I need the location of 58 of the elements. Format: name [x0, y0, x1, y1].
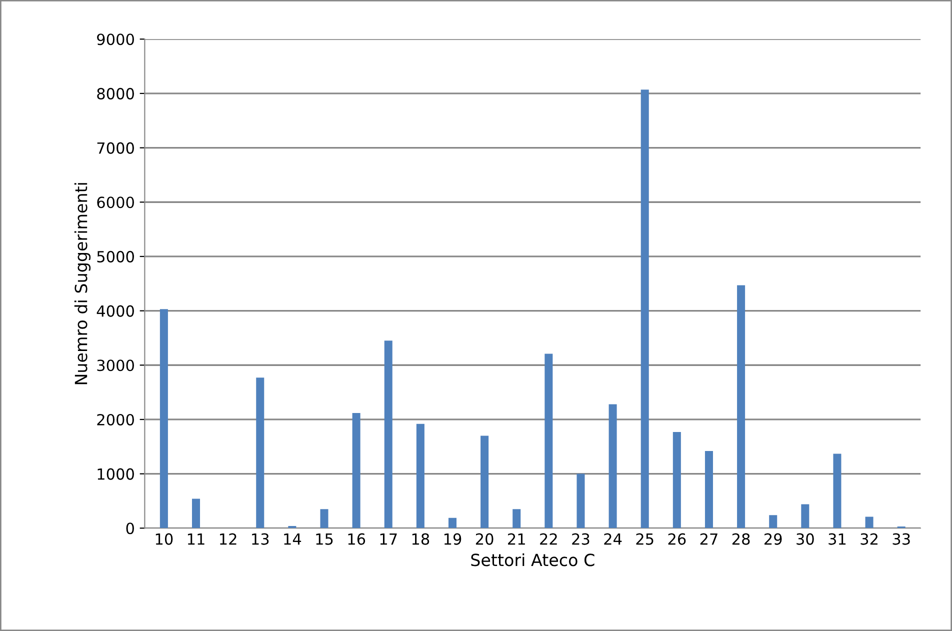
bar: [608, 404, 617, 528]
x-tick-label: 33: [892, 533, 910, 545]
y-axis-title: Nuemro di Suggerimenti: [74, 183, 91, 384]
x-tick-label: 10: [156, 533, 173, 545]
y-tick-label: 0: [126, 522, 134, 534]
x-tick-label: 29: [764, 533, 782, 545]
x-tick-label: 15: [316, 533, 333, 545]
bar: [704, 450, 713, 528]
bar: [576, 474, 585, 528]
y-tick-label: 8000: [97, 88, 134, 100]
x-tick-label: 21: [508, 533, 525, 545]
bar: [512, 509, 521, 528]
bar: [288, 526, 296, 528]
x-tick-label: 12: [220, 533, 236, 545]
bar: [544, 354, 553, 528]
bar: [769, 515, 778, 528]
x-tick-label: 16: [348, 533, 366, 545]
x-tick-label: 28: [732, 533, 750, 545]
bar: [448, 518, 456, 528]
x-tick-label: 30: [796, 533, 814, 545]
x-tick-label: 13: [252, 533, 269, 545]
bar: [320, 509, 328, 528]
x-tick-label: 23: [572, 533, 590, 545]
x-tick-label: 18: [412, 533, 430, 545]
y-tick-label: 1000: [98, 468, 134, 480]
bar: [865, 516, 874, 528]
y-tick-label: 4000: [96, 305, 134, 317]
bar: [160, 309, 168, 528]
bar: [192, 498, 200, 528]
x-tick-label: 11: [188, 533, 204, 545]
y-tick-label: 6000: [97, 196, 134, 208]
y-tick-label: 2000: [97, 414, 134, 426]
bar: [480, 436, 489, 528]
x-tick-label: 19: [444, 533, 462, 545]
bar: [737, 285, 746, 528]
y-tick-label: 7000: [97, 142, 134, 154]
x-tick-label: 17: [380, 533, 397, 545]
y-tick-label: 5000: [97, 250, 134, 262]
bar: [672, 432, 681, 528]
x-tick-label: 31: [828, 533, 846, 545]
y-tick-label: 3000: [97, 360, 134, 372]
x-axis-title: Settori Ateco C: [471, 553, 594, 566]
bar: [352, 412, 360, 528]
bar: [640, 90, 649, 528]
x-tick-label: 32: [860, 533, 878, 545]
x-tick-label: 25: [636, 533, 654, 545]
bar: [801, 504, 810, 528]
x-tick-label: 20: [476, 533, 494, 545]
bar: [384, 340, 392, 528]
bar: [256, 378, 264, 528]
x-tick-label: 26: [668, 533, 686, 545]
x-tick-label: 27: [700, 533, 718, 545]
x-tick-label: 22: [540, 533, 557, 545]
bar: [416, 424, 424, 528]
bar: [833, 454, 842, 528]
x-tick-label: 24: [604, 533, 622, 545]
y-tick-label: 9000: [97, 34, 134, 46]
x-tick-label: 14: [284, 533, 302, 545]
